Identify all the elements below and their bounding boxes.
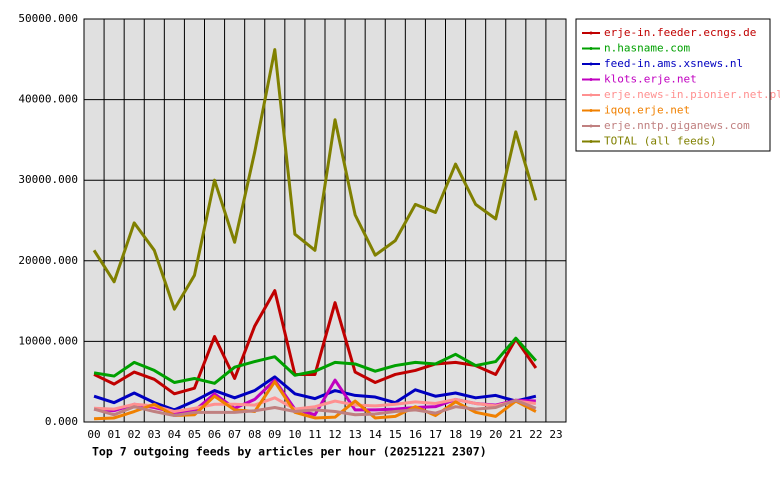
x-tick-label: 18 — [449, 428, 462, 441]
x-tick-label: 21 — [509, 428, 522, 441]
y-tick-label: 0.000 — [45, 415, 78, 428]
x-tick-label: 02 — [128, 428, 141, 441]
legend-marker — [589, 78, 593, 81]
legend-label: erje.nntp.giganews.com — [604, 119, 750, 132]
series-line — [93, 380, 537, 421]
series-line — [92, 48, 538, 311]
legend-marker — [589, 124, 593, 128]
x-tick-label: 01 — [108, 428, 121, 441]
x-tick-label: 20 — [489, 428, 502, 441]
x-tick-label: 10 — [288, 428, 301, 441]
legend-label: n.hasname.com — [604, 42, 690, 55]
chart-title: Top 7 outgoing feeds by articles per hou… — [92, 445, 487, 459]
x-tick-label: 08 — [248, 428, 261, 441]
y-tick-label: 40000.000 — [18, 93, 78, 106]
x-tick-label: 05 — [188, 428, 201, 441]
y-tick-label: 50000.000 — [18, 12, 78, 25]
x-tick-label: 09 — [268, 428, 281, 441]
legend-marker — [589, 31, 593, 35]
legend-label: iqoq.erje.net — [604, 104, 690, 117]
legend-label: erje-in.feeder.ecngs.de — [604, 26, 756, 39]
legend-label: klots.erje.net — [604, 73, 697, 86]
x-tick-label: 16 — [409, 428, 422, 441]
series-line — [93, 398, 537, 418]
legend-marker — [589, 109, 593, 112]
x-tick-label: 00 — [87, 428, 100, 441]
series-line — [93, 396, 537, 414]
legend-marker — [589, 93, 593, 97]
x-tick-label: 12 — [328, 428, 341, 441]
y-tick-label: 30000.000 — [18, 173, 78, 186]
legend-label: erje.news-in.pionier.net.pl — [604, 88, 780, 101]
series-line — [93, 289, 538, 396]
x-tick-label: 04 — [168, 428, 182, 441]
x-tick-label: 17 — [429, 428, 442, 441]
series-line — [93, 336, 537, 385]
x-tick-label: 13 — [349, 428, 362, 441]
x-tick-label: 14 — [369, 428, 383, 441]
x-tick-label: 19 — [469, 428, 482, 441]
legend-label: feed-in.ams.xsnews.nl — [604, 57, 743, 70]
y-tick-label: 20000.000 — [18, 254, 78, 267]
legend-label: TOTAL (all feeds) — [604, 135, 717, 148]
x-tick-label: 11 — [308, 428, 321, 441]
x-tick-label: 07 — [228, 428, 241, 441]
plot-frame — [83, 18, 567, 423]
x-tick-label: 15 — [389, 428, 402, 441]
x-tick-label: 03 — [148, 428, 161, 441]
x-tick-label: 23 — [549, 428, 562, 441]
legend-marker — [589, 62, 593, 66]
legend-marker — [589, 140, 593, 143]
series-line — [93, 375, 537, 412]
x-tick-label: 22 — [529, 428, 542, 441]
legend-marker — [589, 47, 593, 50]
y-tick-label: 10000.000 — [18, 334, 78, 347]
x-tick-label: 06 — [208, 428, 221, 441]
legend — [575, 18, 771, 152]
